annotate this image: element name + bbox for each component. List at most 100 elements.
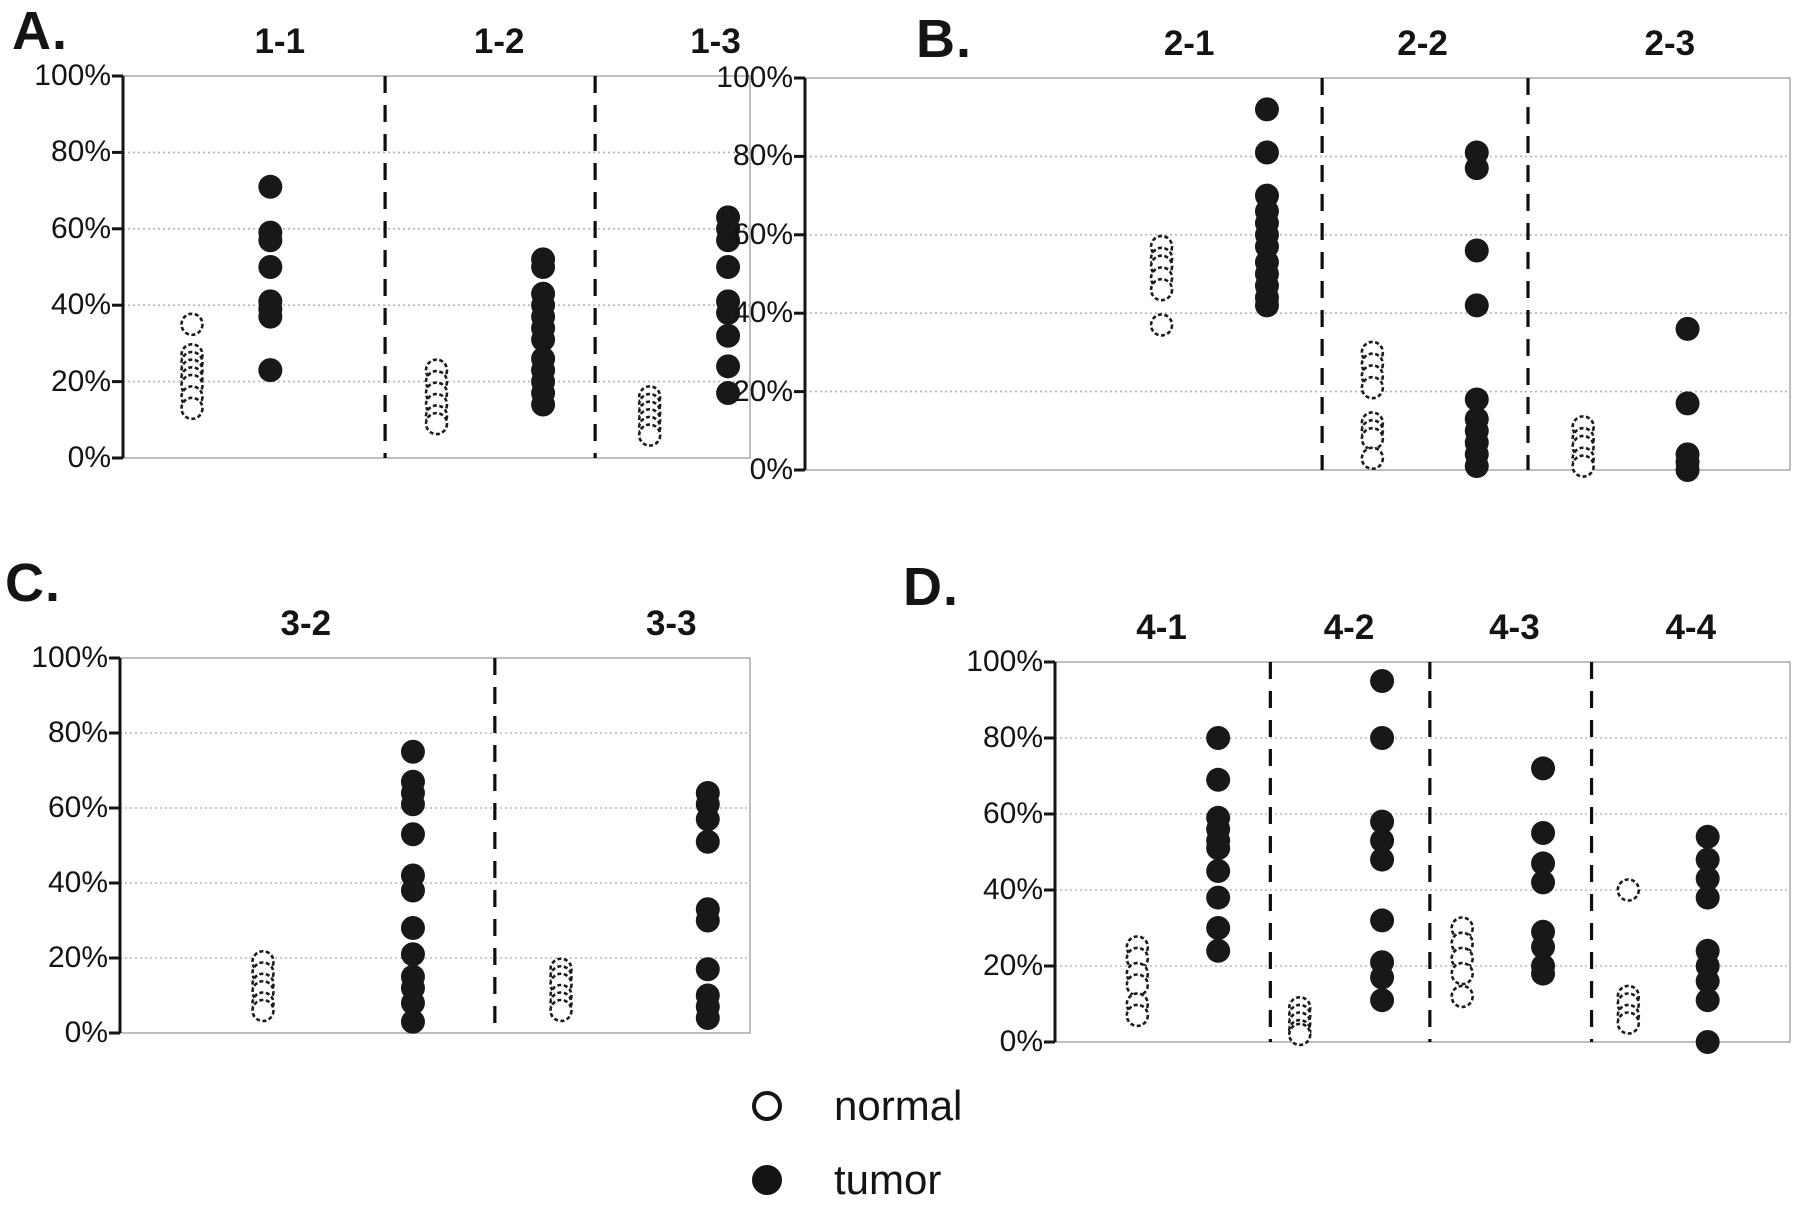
data-point-tumor-4-3 <box>1531 756 1556 781</box>
data-point-normal-4-1 <box>1125 1003 1150 1028</box>
panel-letter-A: A. <box>12 1 68 61</box>
legend-item-normal: normal <box>752 1082 962 1130</box>
panel-plot-C <box>109 656 751 1035</box>
y-tick-label-80: 80% <box>47 716 108 749</box>
panel-letter-D: D. <box>903 557 959 617</box>
data-point-tumor-4-1 <box>1206 859 1231 883</box>
data-point-tumor-2-2 <box>1464 293 1489 318</box>
group-title-3-3: 3-3 <box>645 604 697 643</box>
normal-open-circle-icon <box>752 1091 782 1121</box>
group-title-4-3: 4-3 <box>1489 608 1540 647</box>
data-point-normal-4-4 <box>1616 1011 1641 1035</box>
data-point-tumor-2-2 <box>1464 238 1489 263</box>
data-point-normal-1-1 <box>180 396 204 421</box>
data-point-tumor-1-3 <box>716 381 741 406</box>
data-point-normal-1-1 <box>180 312 204 337</box>
data-point-tumor-1-1 <box>258 228 283 253</box>
data-point-tumor-1-3 <box>716 300 741 325</box>
data-point-normal-4-3 <box>1450 961 1474 986</box>
group-title-1-3: 1-3 <box>690 22 741 61</box>
data-point-tumor-2-1 <box>1254 293 1279 318</box>
group-title-2-3: 2-3 <box>1644 24 1696 63</box>
data-point-tumor-4-4 <box>1695 988 1720 1013</box>
data-point-tumor-2-3 <box>1675 391 1700 416</box>
data-point-tumor-3-2 <box>400 1009 425 1034</box>
panel-plot-D <box>1044 660 1791 1054</box>
y-tick-label-20: 20% <box>50 364 111 398</box>
group-title-3-2: 3-2 <box>280 604 332 643</box>
data-point-tumor-1-3 <box>716 354 741 379</box>
data-point-tumor-1-1 <box>258 255 283 279</box>
data-point-tumor-3-3 <box>695 957 720 982</box>
data-point-tumor-3-3 <box>695 1006 720 1030</box>
y-tick-label-0: 0% <box>999 1025 1043 1058</box>
legend: normal tumor <box>752 1082 962 1204</box>
data-point-tumor-4-4 <box>1695 847 1720 872</box>
y-tick-label-0: 0% <box>64 1016 108 1049</box>
data-point-tumor-4-3 <box>1531 821 1556 845</box>
data-point-tumor-3-3 <box>695 829 720 854</box>
data-point-tumor-4-1 <box>1206 916 1231 940</box>
data-point-normal-4-2 <box>1287 1022 1312 1047</box>
panel-letter-B: B. <box>916 9 972 69</box>
data-point-tumor-3-2 <box>400 878 425 903</box>
data-point-tumor-4-4 <box>1695 969 1720 994</box>
y-tick-label-40: 40% <box>982 873 1043 906</box>
data-point-normal-2-2 <box>1360 426 1385 451</box>
plot-border <box>804 77 1791 471</box>
data-point-tumor-3-3 <box>695 908 720 933</box>
data-point-normal-4-3 <box>1450 984 1474 1009</box>
data-point-normal-1-2 <box>424 411 449 436</box>
data-point-tumor-3-2 <box>400 822 425 847</box>
data-point-tumor-3-3 <box>695 807 720 832</box>
data-point-normal-4-4 <box>1616 878 1641 902</box>
data-point-tumor-4-4 <box>1695 824 1720 849</box>
data-point-tumor-1-1 <box>258 358 283 383</box>
data-point-tumor-1-2 <box>531 255 556 279</box>
y-tick-label-100: 100% <box>34 59 111 92</box>
group-title-4-1: 4-1 <box>1136 608 1187 647</box>
data-point-tumor-4-4 <box>1695 885 1720 910</box>
data-point-tumor-2-3 <box>1675 316 1700 341</box>
y-tick-label-100: 100% <box>716 61 793 94</box>
data-point-tumor-3-2 <box>400 916 425 940</box>
y-tick-label-60: 60% <box>982 797 1043 830</box>
data-point-tumor-1-2 <box>531 392 556 417</box>
data-point-tumor-4-3 <box>1531 961 1556 986</box>
data-point-tumor-4-2 <box>1370 809 1395 834</box>
data-point-normal-3-2 <box>251 998 275 1023</box>
y-tick-label-0: 0% <box>67 441 111 474</box>
data-point-tumor-4-1 <box>1206 885 1231 910</box>
plot-border <box>119 657 751 1034</box>
data-point-tumor-2-2 <box>1464 387 1489 412</box>
y-tick-label-40: 40% <box>732 296 793 330</box>
group-title-1-1: 1-1 <box>254 22 306 61</box>
data-point-tumor-4-3 <box>1531 870 1556 895</box>
data-point-normal-2-1 <box>1149 313 1174 337</box>
legend-label-normal: normal <box>834 1082 963 1129</box>
data-point-tumor-3-2 <box>400 991 425 1015</box>
data-point-normal-1-3 <box>637 423 662 447</box>
data-point-tumor-1-3 <box>716 228 741 253</box>
data-point-tumor-2-1 <box>1254 140 1279 165</box>
data-point-normal-2-3 <box>1571 454 1595 478</box>
y-tick-label-40: 40% <box>47 866 108 899</box>
data-point-tumor-2-3 <box>1675 458 1700 482</box>
y-tick-label-60: 60% <box>732 217 793 251</box>
legend-label-tumor: tumor <box>834 1156 942 1203</box>
data-point-tumor-4-2 <box>1370 828 1395 853</box>
y-tick-label-80: 80% <box>732 139 793 173</box>
data-point-tumor-2-2 <box>1464 454 1489 479</box>
data-point-tumor-4-2 <box>1370 726 1395 750</box>
data-point-normal-2-1 <box>1149 277 1174 302</box>
y-tick-label-60: 60% <box>50 211 111 245</box>
data-point-normal-2-2 <box>1360 446 1385 471</box>
group-title-4-4: 4-4 <box>1665 608 1717 647</box>
panel-plot-A <box>112 74 751 460</box>
y-tick-label-0: 0% <box>749 453 793 486</box>
y-tick-label-100: 100% <box>966 645 1043 678</box>
data-point-tumor-1-1 <box>258 304 283 329</box>
data-point-tumor-4-1 <box>1206 767 1231 792</box>
panel-plot-B <box>794 76 1791 482</box>
data-point-normal-3-3 <box>549 998 573 1023</box>
